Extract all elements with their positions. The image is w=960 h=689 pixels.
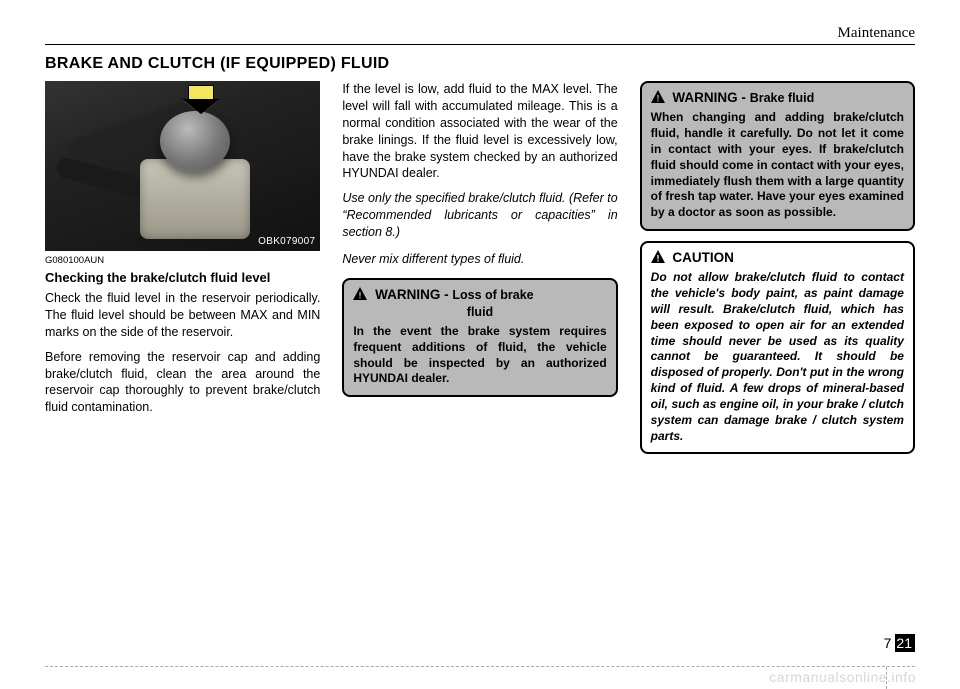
caution-title-text: CAUTION: [672, 250, 734, 265]
body-paragraph-italic: Use only the specified brake/clutch flui…: [342, 190, 617, 241]
caution-title: ! CAUTION: [651, 249, 904, 267]
crop-mark-horizontal: [45, 666, 915, 667]
body-paragraph: Before removing the reservoir cap and ad…: [45, 349, 320, 417]
reservoir-graphic: [140, 159, 250, 239]
page-container: Maintenance BRAKE AND CLUTCH (IF EQUIPPE…: [0, 0, 960, 484]
svg-text:!: !: [656, 94, 659, 104]
photo-reference-code: OBK079007: [258, 235, 315, 249]
body-paragraph-italic: Never mix different types of fluid.: [342, 251, 617, 268]
watermark-text: carmanualsonline.info: [769, 669, 916, 685]
page-number: 721: [884, 635, 915, 651]
page-number-chapter: 7: [884, 635, 892, 651]
warning-title-main: WARNING -: [672, 90, 746, 105]
column-3: ! WARNING - Brake fluid When changing an…: [640, 81, 915, 464]
reservoir-cap-graphic: [160, 111, 230, 171]
engine-bay-photo: OBK079007: [45, 81, 320, 251]
column-1: OBK079007 G080100AUN Checking the brake/…: [45, 81, 320, 464]
warning-body: In the event the brake system requires f…: [353, 324, 606, 387]
section-label: Maintenance: [838, 25, 915, 42]
column-2: If the level is low, add fluid to the MA…: [342, 81, 617, 464]
page-number-page: 21: [895, 634, 915, 652]
page-title: BRAKE AND CLUTCH (IF EQUIPPED) FLUID: [45, 55, 915, 73]
warning-title-main: WARNING -: [375, 287, 449, 302]
warning-title: ! WARNING - Brake fluid: [651, 89, 904, 107]
body-paragraph: If the level is low, add fluid to the MA…: [342, 81, 617, 182]
warning-title-sub: Loss of brake: [452, 288, 533, 302]
pointer-arrow-icon: [183, 100, 219, 114]
body-paragraph: Check the fluid level in the reservoir p…: [45, 290, 320, 341]
warning-box-loss-of-fluid: ! WARNING - Loss of brake fluid In the e…: [342, 278, 617, 397]
warning-triangle-icon: !: [651, 90, 665, 103]
content-columns: OBK079007 G080100AUN Checking the brake/…: [45, 81, 915, 464]
warning-box-brake-fluid: ! WARNING - Brake fluid When changing an…: [640, 81, 915, 231]
caution-body: Do not allow brake/clutch fluid to conta…: [651, 270, 904, 444]
warning-triangle-icon: !: [651, 250, 665, 263]
warning-body: When changing and adding brake/clutch fl…: [651, 110, 904, 221]
warning-title-sub-line2: fluid: [353, 304, 606, 321]
paragraph-reference-code: G080100AUN: [45, 255, 320, 268]
caution-box: ! CAUTION Do not allow brake/clutch flui…: [640, 241, 915, 454]
warning-title: ! WARNING - Loss of brake fluid: [353, 286, 606, 321]
warning-title-sub: Brake fluid: [750, 91, 815, 105]
warning-triangle-icon: !: [353, 287, 367, 300]
header-rule: Maintenance: [45, 44, 915, 45]
svg-text:!: !: [359, 290, 362, 300]
svg-text:!: !: [656, 254, 659, 264]
subheading: Checking the brake/clutch fluid level: [45, 270, 320, 286]
